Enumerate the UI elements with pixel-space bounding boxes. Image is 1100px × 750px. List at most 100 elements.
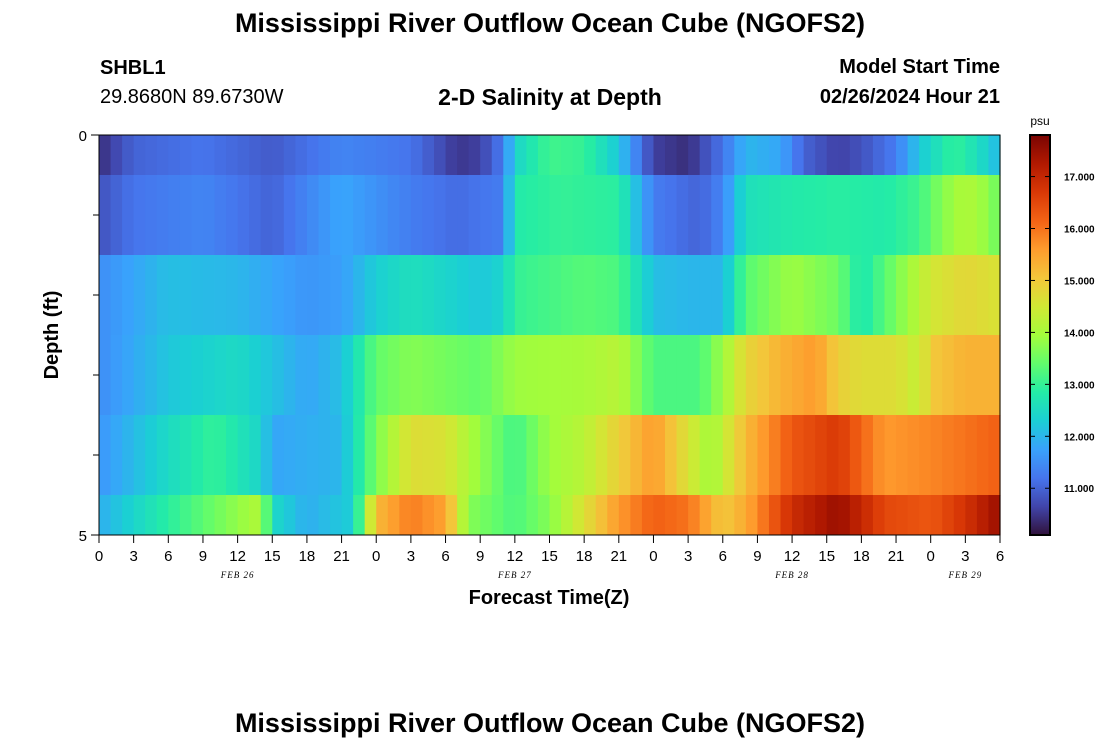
- heatmap-cell: [202, 255, 216, 336]
- heatmap-cell: [191, 175, 204, 256]
- heatmap-cell: [572, 135, 585, 176]
- heatmap-cell: [491, 415, 504, 496]
- heatmap-cell: [792, 415, 805, 496]
- heatmap-cell: [815, 415, 828, 496]
- heatmap-cell: [353, 135, 366, 176]
- heatmap-cell: [272, 175, 285, 256]
- heatmap-cell: [514, 135, 527, 176]
- heatmap-cell: [965, 415, 978, 496]
- heatmap-cell: [272, 255, 285, 336]
- heatmap-cell: [561, 135, 574, 176]
- heatmap-cell: [330, 175, 343, 256]
- heatmap-cell: [537, 415, 551, 496]
- heatmap-cell: [988, 175, 1001, 256]
- heatmap-cell: [422, 175, 435, 256]
- heatmap-cell: [295, 175, 308, 256]
- heatmap-cell: [572, 335, 585, 416]
- heatmap-cell: [237, 255, 250, 336]
- heatmap-cell: [457, 495, 470, 536]
- date-label: FEB 29: [947, 570, 982, 580]
- heatmap-cell: [156, 135, 169, 176]
- heatmap-cell: [364, 495, 377, 536]
- heatmap-cell: [861, 175, 874, 256]
- heatmap-cell: [803, 255, 816, 336]
- heatmap-cell: [803, 495, 816, 536]
- heatmap-cell: [734, 135, 747, 176]
- heatmap-cell: [584, 415, 597, 496]
- heatmap-cell: [630, 175, 643, 256]
- x-tick-label: 0: [649, 548, 657, 565]
- heatmap-cell: [237, 175, 250, 256]
- heatmap-cell: [306, 495, 320, 536]
- heatmap-cell: [757, 135, 770, 176]
- heatmap-cell: [711, 175, 724, 256]
- heatmap-cell: [988, 135, 1001, 176]
- heatmap-cell: [503, 255, 516, 336]
- heatmap-cell: [272, 415, 285, 496]
- heatmap-cell: [584, 175, 597, 256]
- heatmap-cell: [445, 415, 458, 496]
- heatmap-cell: [930, 135, 943, 176]
- heatmap-cell: [688, 175, 701, 256]
- heatmap-cell: [734, 175, 747, 256]
- heatmap-cell: [607, 495, 620, 536]
- heatmap-cell: [376, 495, 389, 536]
- heatmap-cell: [699, 175, 712, 256]
- heatmap-cell: [815, 135, 828, 176]
- heatmap-cell: [145, 255, 158, 336]
- heatmap-cell: [237, 415, 250, 496]
- heatmap-cell: [838, 255, 851, 336]
- x-tick-label: 3: [961, 548, 969, 565]
- heatmap-cell: [260, 135, 273, 176]
- heatmap-cell: [595, 495, 608, 536]
- date-labels: FEB 26 FEB 27 FEB 28 FEB 29: [220, 570, 982, 580]
- heatmap-cell: [295, 135, 308, 176]
- heatmap-cell: [953, 415, 966, 496]
- heatmap-cell: [145, 415, 158, 496]
- heatmap-cell: [514, 415, 527, 496]
- heatmap-cell: [249, 495, 262, 536]
- heatmap-cell: [537, 135, 551, 176]
- x-tick-label: 6: [164, 548, 172, 565]
- heatmap-cell: [364, 135, 377, 176]
- heatmap-cell: [838, 335, 851, 416]
- heatmap-cell: [930, 415, 943, 496]
- heatmap-cell: [491, 175, 504, 256]
- heatmap-cell: [110, 175, 123, 256]
- heatmap-cell: [353, 175, 366, 256]
- date-label: FEB 26: [220, 570, 255, 580]
- x-tick-label: 18: [299, 548, 316, 565]
- heatmap-cell: [734, 415, 747, 496]
- heatmap-cell: [179, 255, 193, 336]
- heatmap-cell: [965, 495, 978, 536]
- heatmap-cell: [919, 335, 932, 416]
- heatmap-cell: [618, 335, 631, 416]
- heatmap-cell: [341, 415, 354, 496]
- heatmap-cell: [618, 175, 631, 256]
- heatmap-cell: [387, 495, 400, 536]
- heatmap-cell: [526, 415, 539, 496]
- heatmap-cell: [537, 335, 551, 416]
- heatmap-cell: [480, 415, 493, 496]
- heatmap-cell: [99, 255, 112, 336]
- heatmap-cell: [110, 255, 123, 336]
- heatmap-cell: [745, 255, 759, 336]
- heatmap-cell: [433, 495, 447, 536]
- heatmap-cell: [422, 135, 435, 176]
- heatmap-cell: [399, 335, 412, 416]
- x-axis-label: Forecast Time(Z): [469, 587, 630, 609]
- heatmap-cell: [306, 255, 320, 336]
- heatmap-cell: [653, 255, 666, 336]
- heatmap-cell: [595, 415, 608, 496]
- heatmap-cell: [711, 335, 724, 416]
- heatmap-cell: [214, 415, 227, 496]
- heatmap-cell: [780, 415, 793, 496]
- heatmap-cell: [110, 135, 123, 176]
- x-tick-label: 0: [927, 548, 935, 565]
- heatmap-cell: [168, 415, 181, 496]
- heatmap-cell: [919, 255, 932, 336]
- heatmap-cell: [930, 175, 943, 256]
- heatmap-cell: [896, 255, 909, 336]
- heatmap-cell: [665, 255, 678, 336]
- heatmap-cell: [907, 495, 920, 536]
